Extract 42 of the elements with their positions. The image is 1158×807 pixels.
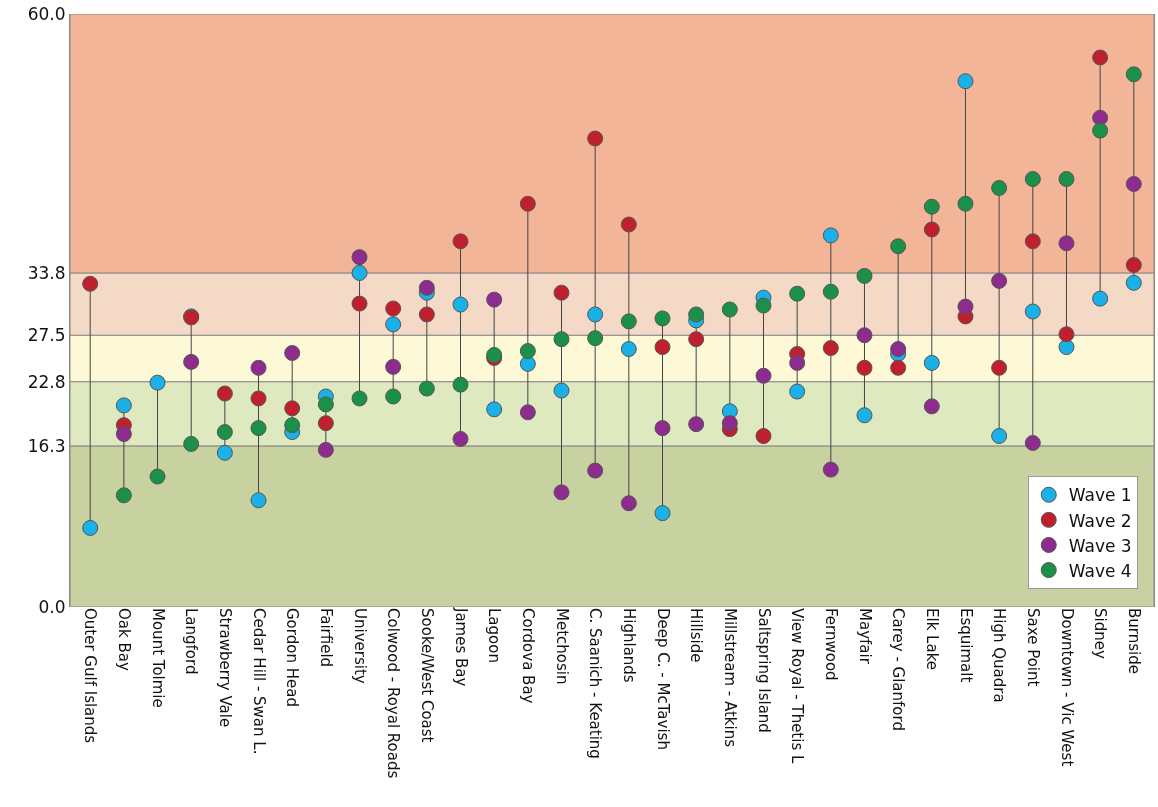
x-tick-label: Fairfield	[316, 608, 335, 668]
x-tick-label: Strawberry Vale	[215, 608, 234, 728]
x-tick-label: Cedar Hill - Swan L.	[249, 608, 268, 755]
y-tick-label: 33.8	[27, 262, 66, 283]
x-tick-label: Deep C. - McTavish	[653, 608, 672, 750]
x-tick-label: Millstream - Atkins	[720, 608, 739, 748]
x-tick-label: Mayfair	[855, 608, 874, 665]
x-tick-label: C. Saanich - Keating	[586, 608, 605, 759]
x-tick-label: Sidney	[1091, 608, 1110, 659]
y-tick-label: 27.5	[27, 325, 66, 346]
legend-label: Wave 1	[1068, 485, 1132, 506]
y-tick-label: 0.0	[38, 596, 66, 617]
x-tick-label: James Bay	[451, 607, 470, 687]
x-tick-label: Burnside	[1124, 608, 1143, 674]
x-tick-label: Saxe Point	[1023, 608, 1042, 687]
x-tick-label: Colwood - Royal Roads	[384, 608, 403, 779]
y-tick-label: 22.8	[27, 371, 66, 392]
legend-label: Wave 4	[1068, 560, 1132, 581]
x-tick-label: Fernwood	[821, 608, 840, 681]
legend-label: Wave 3	[1068, 535, 1132, 556]
x-tick-label: Outer Gulf Islands	[81, 608, 100, 744]
x-tick-label: Carey - Glanford	[889, 608, 908, 731]
x-tick-label: Downtown - Vic West	[1057, 608, 1076, 767]
y-tick-label: 16.3	[27, 435, 66, 456]
x-tick-label: Cordova Bay	[518, 608, 537, 704]
x-tick-label: Oak Bay	[114, 608, 133, 671]
x-tick-label: View Royal - Thetis L	[788, 608, 807, 764]
x-tick-label: Gordon Head	[283, 608, 302, 707]
x-tick-label: High Quadra	[990, 608, 1009, 703]
x-tick-label: Lagoon	[485, 608, 504, 663]
x-tick-label: Elk Lake	[922, 608, 941, 671]
x-tick-label: Esquimalt	[956, 608, 975, 683]
x-tick-label: Saltspring Island	[754, 608, 773, 733]
legend-label: Wave 2	[1068, 510, 1132, 531]
x-tick-label: Metchosin	[552, 608, 571, 685]
x-tick-label: Highlands	[619, 608, 638, 683]
x-tick-label: Langford	[182, 608, 201, 675]
x-tick-label: Sooke/West Coast	[417, 608, 436, 743]
x-tick-label: Mount Tolmie	[148, 608, 167, 708]
x-tick-label: University	[350, 608, 369, 684]
y-tick-label: 60.0	[27, 3, 66, 24]
x-tick-label: Hillside	[687, 608, 706, 663]
